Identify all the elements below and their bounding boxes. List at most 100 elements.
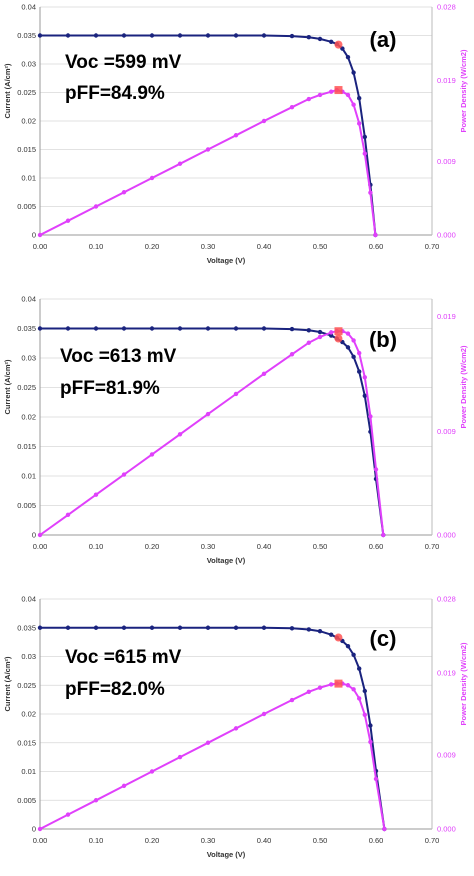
x-tick-label: 0.70 bbox=[425, 242, 440, 251]
chart-panel-3: 0 0.005 0.01 0.015 0.02 0.025 0.03 0.035 0.04 0.0… bbox=[3, 595, 468, 860]
voc-annotation: Voc =615 mV bbox=[65, 647, 182, 668]
power-density-data-point bbox=[345, 331, 351, 336]
y-tick-label: 0.02 bbox=[21, 413, 36, 422]
current-data-point bbox=[306, 35, 311, 40]
y2-tick-label: 0.000 bbox=[437, 231, 456, 240]
power-density-data-point bbox=[121, 472, 127, 477]
x-tick-label: 0.00 bbox=[33, 542, 48, 551]
current-data-point bbox=[317, 36, 323, 42]
y-tick-label: 0.04 bbox=[21, 295, 36, 304]
power-density-data-point bbox=[317, 334, 323, 340]
x-tick-label: 0.30 bbox=[201, 542, 216, 551]
mpp-current-marker bbox=[334, 334, 343, 343]
power-density-data-point bbox=[233, 391, 239, 397]
x-tick-label: 0.10 bbox=[89, 542, 104, 551]
x-tick-label: 0.40 bbox=[257, 836, 272, 845]
current-data-point bbox=[37, 326, 43, 331]
current-data-point bbox=[177, 625, 183, 630]
current-data-point bbox=[289, 326, 295, 332]
y2-tick-label: 0.009 bbox=[437, 427, 456, 436]
current-data-point bbox=[261, 33, 267, 38]
current-data-point bbox=[362, 393, 367, 398]
y2-tick-label: 0.019 bbox=[437, 312, 456, 321]
power-density-series-line bbox=[39, 682, 386, 830]
power-density-data-point bbox=[37, 232, 43, 238]
current-data-point bbox=[357, 666, 362, 671]
chart-panel-2: 0 0.005 0.01 0.015 0.02 0.025 0.03 0.035 0.04 0.0… bbox=[3, 295, 468, 566]
current-data-point bbox=[306, 627, 311, 632]
current-data-point bbox=[351, 652, 356, 657]
y2-tick-label: 0.028 bbox=[437, 3, 456, 12]
power-density-data-point bbox=[368, 414, 373, 419]
power-density-data-point bbox=[93, 798, 99, 803]
power-density-data-point bbox=[351, 102, 356, 107]
current-series-line bbox=[40, 327, 385, 536]
power-density-data-point bbox=[177, 432, 183, 437]
mpp-power-marker bbox=[334, 86, 343, 95]
current-data-point bbox=[306, 328, 311, 333]
current-data-point bbox=[205, 33, 211, 38]
power-density-data-point bbox=[317, 92, 323, 98]
current-data-point bbox=[37, 33, 43, 38]
voc-annotation: Voc =599 mV bbox=[65, 52, 182, 73]
y-tick-label: 0.02 bbox=[21, 710, 36, 719]
power-density-data-point bbox=[357, 696, 362, 701]
current-data-point bbox=[121, 326, 127, 331]
pff-annotation: pFF=81.9% bbox=[60, 378, 160, 399]
current-data-point bbox=[357, 369, 362, 374]
y-tick-label: 0.01 bbox=[21, 472, 36, 481]
power-density-data-point bbox=[289, 697, 295, 703]
current-data-point bbox=[357, 96, 362, 101]
current-data-point bbox=[233, 326, 239, 331]
current-data-point bbox=[93, 33, 99, 38]
current-data-point bbox=[65, 326, 71, 331]
panel-label: (a) bbox=[370, 27, 397, 52]
power-density-data-point bbox=[357, 350, 362, 356]
current-data-point bbox=[149, 33, 155, 38]
mpp-current-marker bbox=[334, 40, 343, 49]
y-tick-label: 0.035 bbox=[17, 623, 36, 632]
y-tick-label: 0.005 bbox=[17, 202, 36, 211]
power-density-data-point bbox=[65, 218, 71, 223]
current-data-point bbox=[65, 33, 71, 38]
power-density-data-point bbox=[329, 682, 334, 687]
voc-annotation: Voc =613 mV bbox=[60, 346, 177, 367]
y-tick-label: 0.015 bbox=[17, 145, 36, 154]
y2-axis-label: Power Density (W/cm2) bbox=[459, 49, 468, 132]
power-density-data-point bbox=[93, 204, 99, 209]
y2-axis-label: Power Density (W/cm2) bbox=[459, 345, 468, 428]
y-axis-label: Current (A/cm²) bbox=[3, 63, 12, 119]
y2-tick-label: 0.000 bbox=[437, 825, 456, 834]
current-data-point bbox=[93, 326, 99, 331]
power-density-series-line bbox=[39, 89, 377, 236]
power-density-data-point bbox=[329, 330, 334, 335]
current-data-point bbox=[121, 33, 127, 38]
power-density-data-point bbox=[373, 232, 378, 238]
current-data-point bbox=[329, 632, 334, 637]
y-axis-label: Current (A/cm²) bbox=[3, 359, 12, 415]
current-data-point bbox=[345, 643, 351, 649]
power-density-data-point bbox=[149, 175, 155, 181]
y-tick-label: 0.01 bbox=[21, 767, 36, 776]
y-tick-label: 0.015 bbox=[17, 442, 36, 451]
current-data-point bbox=[261, 326, 267, 331]
current-data-point bbox=[289, 33, 295, 39]
y-tick-label: 0.01 bbox=[21, 174, 36, 183]
power-density-data-point bbox=[149, 769, 155, 774]
power-density-data-point bbox=[261, 118, 267, 124]
y-axis-label: Current (A/cm²) bbox=[3, 656, 12, 712]
y-tick-label: 0.025 bbox=[17, 681, 36, 690]
power-density-data-point bbox=[121, 190, 127, 195]
x-tick-label: 0.60 bbox=[369, 542, 384, 551]
current-series-line bbox=[40, 626, 386, 830]
power-density-data-point bbox=[373, 467, 379, 472]
x-tick-label: 0.60 bbox=[369, 836, 384, 845]
current-data-point bbox=[37, 625, 43, 630]
power-density-data-point bbox=[65, 812, 71, 817]
x-tick-label: 0.50 bbox=[313, 242, 328, 251]
x-tick-label: 0.10 bbox=[89, 242, 104, 251]
power-density-data-point bbox=[368, 739, 373, 745]
current-data-point bbox=[317, 629, 323, 634]
power-density-data-point bbox=[177, 161, 183, 166]
